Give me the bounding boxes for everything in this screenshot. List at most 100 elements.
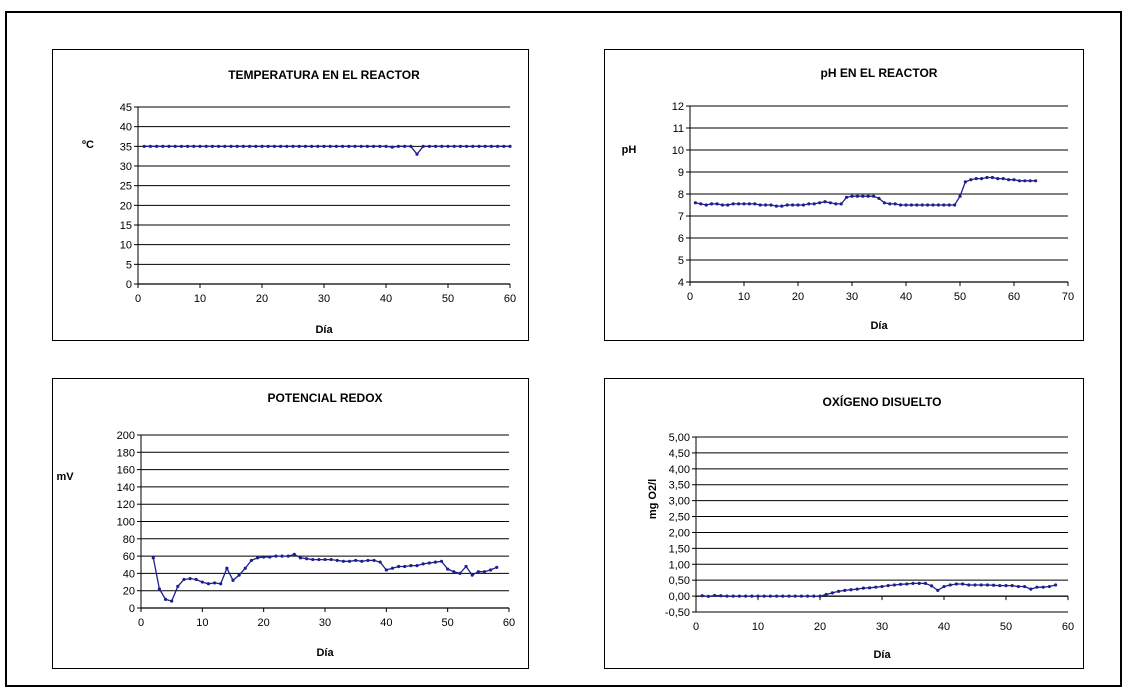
data-point — [715, 202, 719, 206]
data-point — [188, 576, 192, 581]
data-point — [990, 175, 994, 180]
data-point — [1041, 585, 1045, 589]
x-tick-label: 60 — [1008, 291, 1020, 303]
data-point — [354, 558, 358, 563]
y-tick-label: 20 — [123, 586, 135, 598]
y-tick-label: 4 — [678, 277, 684, 289]
data-point — [427, 144, 431, 148]
data-point — [753, 202, 757, 206]
data-point — [961, 582, 965, 586]
data-point — [297, 144, 301, 148]
data-point — [508, 144, 512, 148]
data-point — [774, 204, 778, 208]
x-tick-label: 40 — [900, 291, 912, 303]
data-point — [155, 144, 159, 148]
data-point — [179, 144, 183, 148]
data-point — [768, 594, 772, 598]
data-point — [812, 594, 816, 598]
data-point — [403, 144, 407, 148]
data-point — [329, 557, 333, 562]
data-point — [217, 144, 221, 148]
data-point — [1017, 179, 1021, 183]
chart-title: POTENCIAL REDOX — [267, 391, 382, 405]
y-tick-label: 40 — [123, 568, 135, 580]
data-point — [855, 194, 859, 198]
data-point — [737, 202, 741, 206]
y-tick-label: 25 — [120, 181, 132, 193]
x-tick-label: 30 — [319, 617, 331, 629]
data-point — [796, 203, 800, 207]
data-point — [366, 558, 370, 563]
y-tick-label: 100 — [117, 517, 135, 529]
data-point — [936, 203, 940, 207]
x-tick-label: 20 — [792, 291, 804, 303]
data-point — [780, 204, 784, 208]
data-point — [390, 145, 394, 149]
data-point — [893, 202, 897, 206]
data-point — [231, 578, 235, 582]
data-point — [806, 594, 810, 598]
x-tick-label: 50 — [442, 617, 454, 629]
data-point — [750, 594, 754, 598]
data-point — [421, 144, 425, 148]
data-point — [1001, 177, 1005, 181]
y-tick-label: 15 — [120, 220, 132, 232]
series-line — [152, 553, 497, 602]
y-tick-label: 11 — [673, 123, 684, 135]
data-point — [219, 582, 223, 586]
x-tick-label: 0 — [687, 291, 693, 303]
x-tick-label: 60 — [503, 617, 515, 629]
ph-chart: pH EN EL REACTOR 4 5 6 7 8 9 10 11 12 0 10 20 30 40 50 6… — [604, 49, 1084, 341]
y-tick-label: 4,00 — [669, 464, 690, 476]
data-point — [266, 144, 270, 148]
data-point — [700, 594, 704, 598]
data-point — [434, 144, 438, 148]
y-tick-label: 5 — [678, 255, 684, 267]
data-point — [998, 583, 1002, 588]
data-point — [834, 202, 838, 206]
y-tick-label: 45 — [120, 102, 132, 114]
x-tick-label: 20 — [256, 293, 268, 305]
y-tick-label: 180 — [117, 447, 135, 459]
data-point — [905, 582, 909, 586]
data-point — [372, 144, 376, 148]
data-point — [286, 554, 290, 558]
data-point — [781, 594, 785, 598]
data-point — [204, 144, 208, 148]
data-point — [985, 583, 989, 587]
data-point — [359, 144, 363, 148]
data-point — [161, 144, 165, 148]
data-point — [384, 568, 388, 572]
x-tick-label: 40 — [938, 621, 950, 633]
chart-title: OXÍGENO DISUELTO — [823, 394, 942, 409]
data-point — [427, 561, 431, 565]
x-tick-label: 0 — [135, 293, 141, 305]
data-point — [839, 202, 843, 206]
data-point — [237, 573, 241, 577]
y-tick-label: 10 — [120, 240, 132, 252]
data-point — [942, 203, 946, 207]
data-point — [909, 203, 913, 207]
chart-svg: TEMPERATURA EN EL REACTOR 0 5 10 15 20 25 30 35 4… — [82, 68, 516, 336]
data-point — [210, 144, 214, 148]
y-tick-label: 10 — [672, 145, 684, 157]
data-point — [954, 582, 958, 586]
data-point — [341, 559, 345, 563]
data-point — [384, 144, 388, 148]
y-tick-label: 2,00 — [669, 527, 690, 539]
data-point — [192, 144, 196, 148]
series-line — [695, 176, 1036, 207]
data-point — [334, 144, 338, 148]
data-point — [742, 202, 746, 206]
y-tick-label: 30 — [120, 161, 132, 173]
x-tick-label: 50 — [1000, 621, 1012, 633]
y-tick-label: 80 — [123, 534, 135, 546]
data-point — [958, 194, 962, 198]
data-point — [292, 552, 296, 556]
x-tick-label: 70 — [1062, 291, 1074, 303]
data-point — [157, 587, 161, 591]
y-tick-label: 1,00 — [669, 559, 690, 571]
data-point — [973, 583, 977, 587]
data-point — [397, 564, 401, 569]
data-point — [378, 560, 382, 564]
